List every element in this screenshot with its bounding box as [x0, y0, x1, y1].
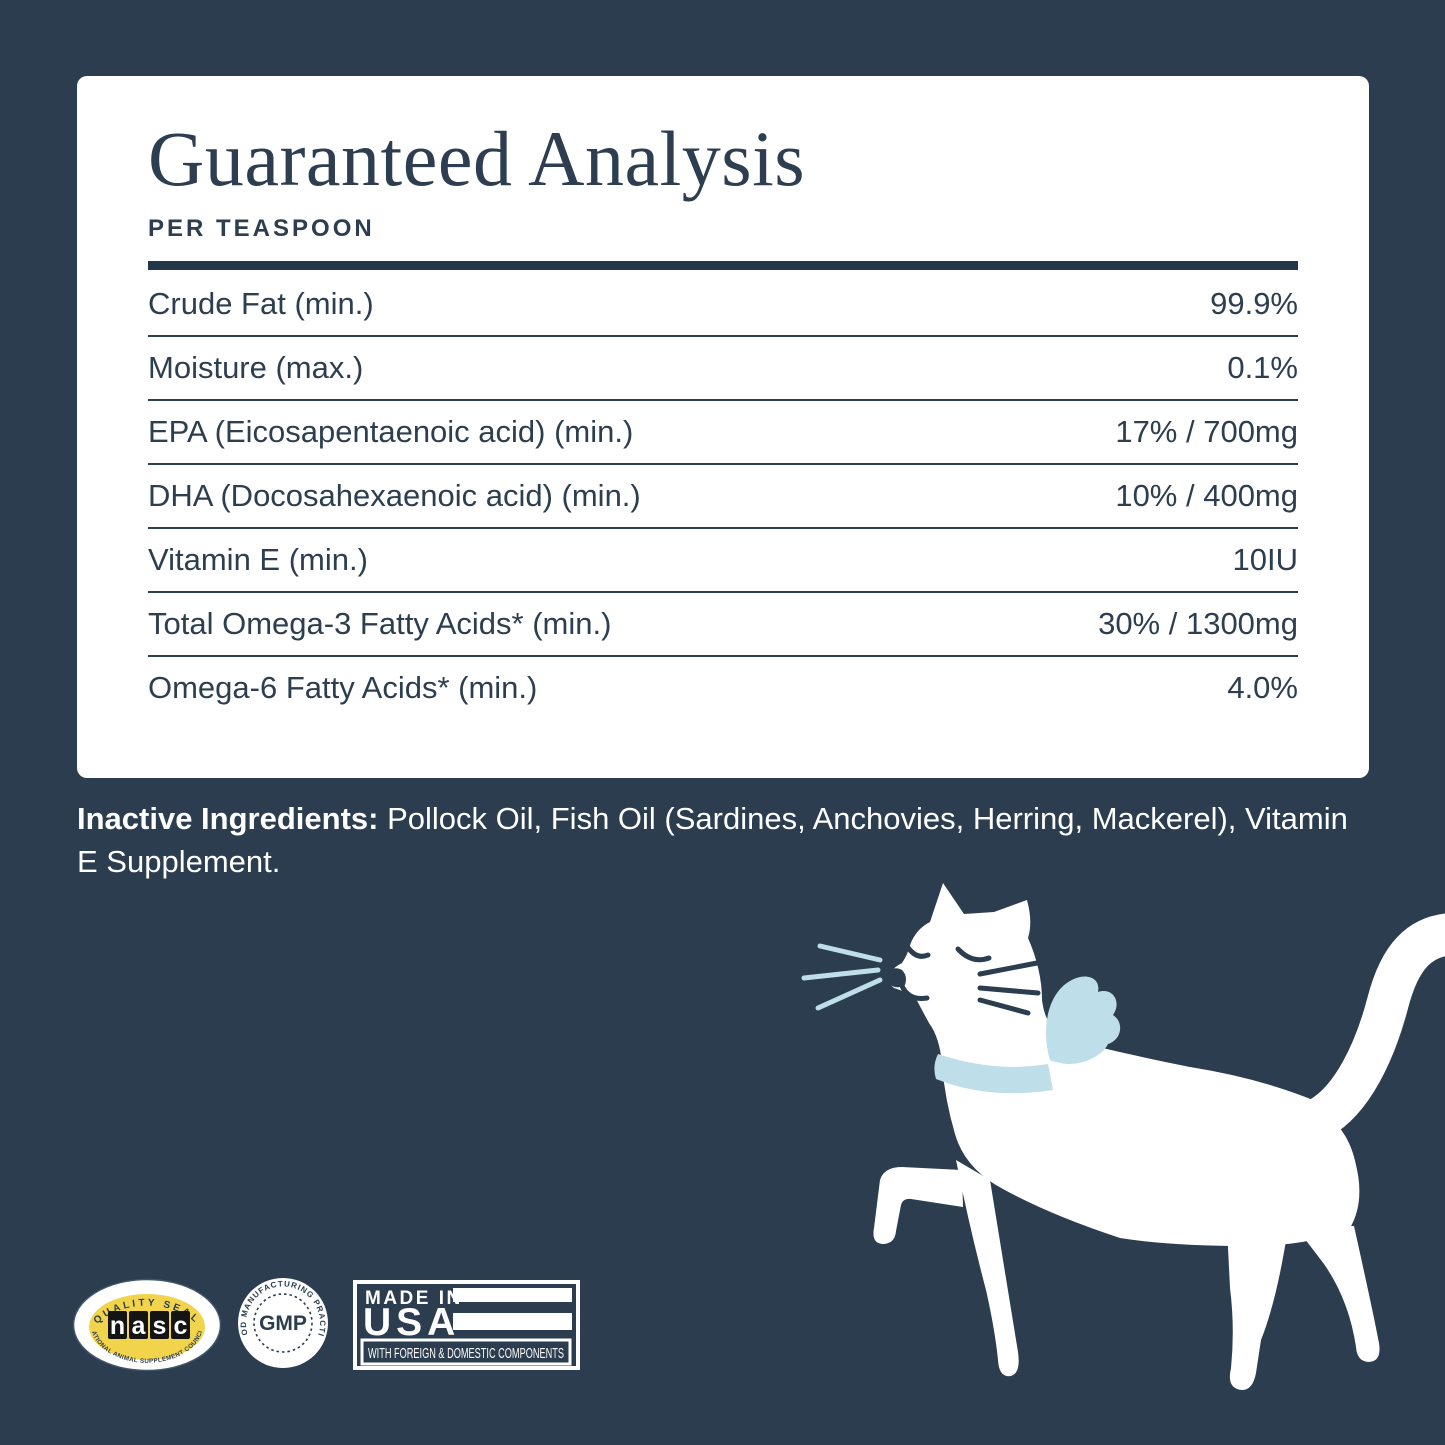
- row-value: 30% / 1300mg: [1098, 605, 1298, 641]
- table-row: Omega-6 Fatty Acids* (min.) 4.0%: [148, 657, 1298, 719]
- row-value: 17% / 700mg: [1115, 413, 1298, 449]
- usa-line2: USA: [363, 1301, 460, 1344]
- row-value: 99.9%: [1210, 285, 1298, 321]
- usa-outer-border: [353, 1280, 580, 1370]
- made-in-usa-badge: MADE IN USA WITH FOREIGN & DOMESTIC COMP…: [353, 1280, 580, 1370]
- nasc-letter: s: [153, 1312, 167, 1340]
- cat-eye-left: [904, 943, 931, 959]
- row-label: Omega-6 Fatty Acids* (min.): [148, 669, 538, 705]
- row-label: Crude Fat (min.): [148, 285, 374, 321]
- cat-scarf-bow: [1046, 976, 1121, 1065]
- nasc-letter: c: [174, 1312, 188, 1340]
- row-label: DHA (Docosahexaenoic acid) (min.): [148, 477, 641, 513]
- row-value: 10IU: [1232, 541, 1298, 577]
- table-row: Total Omega-3 Fatty Acids* (min.) 30% / …: [148, 593, 1298, 657]
- cat-body: [888, 883, 1360, 1246]
- table-row: Vitamin E (min.) 10IU: [148, 529, 1298, 593]
- inactive-ingredients-label: Inactive Ingredients:: [77, 801, 379, 836]
- row-value: 4.0%: [1227, 669, 1298, 705]
- cat-illustration: [801, 883, 1445, 1390]
- row-label: EPA (Eicosapentaenoic acid) (min.): [148, 413, 634, 449]
- cat-nose: [886, 968, 906, 988]
- row-value: 10% / 400mg: [1115, 477, 1298, 513]
- cat-tail: [1299, 913, 1445, 1139]
- cat-front-leg-raised: [873, 1167, 963, 1244]
- card-title: Guaranteed Analysis: [148, 115, 806, 202]
- row-value: 0.1%: [1227, 349, 1298, 385]
- cat-eye-right: [955, 946, 992, 963]
- row-label: Vitamin E (min.): [148, 541, 368, 577]
- gmp-dotted-ring: [253, 1293, 313, 1353]
- cat-mouth: [899, 983, 930, 1001]
- cat-hind-leg-near: [1227, 1228, 1288, 1390]
- usa-flag-bars: [453, 1288, 572, 1330]
- row-label: Total Omega-3 Fatty Acids* (min.): [148, 605, 612, 641]
- gmp-center-text: GMP: [259, 1312, 307, 1335]
- inactive-ingredients: Inactive Ingredients: Pollock Oil, Fish …: [77, 797, 1377, 883]
- cat-whiskers-dark: [977, 960, 1041, 1016]
- nasc-seal: QUALITY SEAL n a s c NATIONAL ANIMAL SUP…: [72, 1278, 222, 1372]
- nasc-letter: a: [132, 1312, 147, 1340]
- inactive-ingredients-text: Pollock Oil, Fish Oil (Sardines, Anchovi…: [77, 801, 1348, 879]
- table-row: EPA (Eicosapentaenoic acid) (min.) 17% /…: [148, 401, 1298, 465]
- row-label: Moisture (max.): [148, 349, 364, 385]
- usa-line3: WITH FOREIGN & DOMESTIC COMPONENTS: [368, 1345, 564, 1362]
- usa-inner-border: [360, 1338, 572, 1366]
- nasc-letter: n: [110, 1312, 125, 1340]
- guaranteed-analysis-card: Guaranteed Analysis PER TEASPOON Crude F…: [77, 76, 1369, 778]
- cat-scarf: [934, 1054, 1053, 1094]
- analysis-table: Crude Fat (min.) 99.9% Moisture (max.) 0…: [148, 273, 1298, 719]
- cat-whiskers-light: [801, 943, 883, 1011]
- nasc-wordmark: n a s c: [108, 1311, 190, 1340]
- card-subtitle: PER TEASPOON: [148, 214, 375, 242]
- gmp-badge: GOOD MANUFACTURING PRACTICE • PRODUCT • …: [237, 1277, 328, 1368]
- table-row: DHA (Docosahexaenoic acid) (min.) 10% / …: [148, 465, 1298, 529]
- table-row: Moisture (max.) 0.1%: [148, 337, 1298, 401]
- cat-hind-leg-far: [1295, 1226, 1380, 1362]
- table-row: Crude Fat (min.) 99.9%: [148, 273, 1298, 337]
- usa-line1: MADE IN: [365, 1288, 463, 1309]
- cat-front-leg: [956, 1160, 1019, 1377]
- thick-divider: [148, 260, 1298, 270]
